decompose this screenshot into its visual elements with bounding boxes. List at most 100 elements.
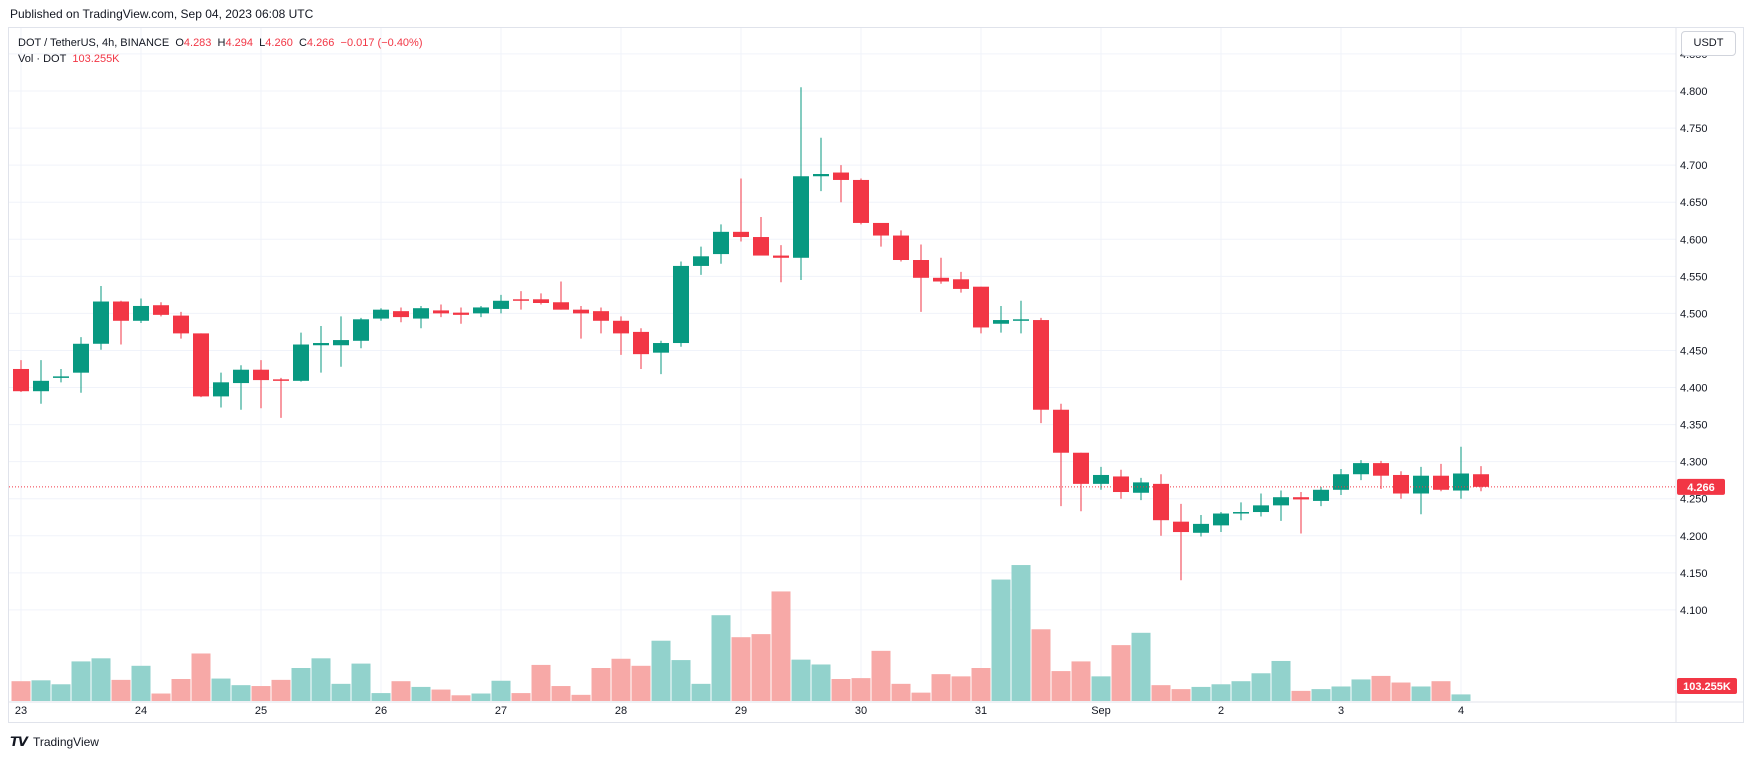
candle-body [413, 308, 429, 319]
x-tick-label: 3 [1338, 705, 1344, 717]
candle-body [1353, 463, 1369, 475]
legend-high-label: H [217, 37, 226, 49]
candle-body [33, 380, 49, 392]
volume-bar [451, 695, 471, 701]
volume-bar [91, 658, 111, 701]
volume-bar [711, 615, 731, 701]
volume-bar [71, 661, 91, 701]
volume-bar [1111, 645, 1131, 701]
volume-bar [291, 668, 311, 701]
volume-bar [1291, 690, 1311, 701]
y-tick-label: 4.500 [1680, 308, 1708, 320]
candle-body [1373, 463, 1389, 476]
candle-body [1013, 319, 1029, 321]
volume-bar [1191, 686, 1211, 701]
last-price-badge [1677, 478, 1725, 495]
volume-bar [771, 591, 791, 701]
legend-high-value: 4.294 [225, 37, 254, 49]
candle-body [493, 300, 509, 309]
y-tick-label: 4.250 [1680, 494, 1708, 506]
candle-body [913, 260, 929, 278]
candle-body [393, 311, 409, 318]
x-tick-label: 28 [615, 705, 627, 717]
y-tick-label: 4.300 [1680, 457, 1708, 469]
currency-button[interactable]: USDT [1681, 31, 1736, 56]
candle-body [893, 235, 909, 261]
volume-bar [1251, 673, 1271, 701]
candle-body [533, 299, 549, 303]
candle-body [773, 255, 789, 258]
volume-bar [151, 693, 171, 701]
candle-body [1333, 474, 1349, 490]
volume-bar [171, 679, 191, 701]
volume-bar [391, 681, 411, 701]
volume-bar [671, 660, 691, 701]
candle-body [13, 368, 29, 392]
volume-bar [1071, 661, 1091, 701]
chart-frame [8, 27, 1744, 723]
legend-close-label: C [298, 37, 307, 49]
candle-body [1133, 482, 1149, 493]
volume-bar [1031, 629, 1051, 701]
volume-bar [211, 678, 231, 701]
candle-body [153, 305, 169, 315]
y-tick-label: 4.550 [1680, 271, 1708, 283]
volume-bar [51, 684, 71, 701]
candle-body [633, 331, 649, 355]
candle-body [513, 299, 529, 301]
tradingview-brand[interactable]: 𝙏𝙑 TradingView [10, 734, 99, 750]
volume-bar [331, 683, 351, 701]
x-tick-label: 30 [855, 705, 867, 717]
x-tick-label: 29 [735, 705, 747, 717]
last-volume-label: 103.255K [1683, 681, 1731, 693]
x-tick-label: 2 [1218, 705, 1224, 717]
volume-bar [1011, 565, 1031, 701]
volume-bar [511, 693, 531, 701]
legend-open-value: 4.283 [183, 37, 212, 49]
candle-body [853, 179, 869, 223]
volume-bar [691, 683, 711, 701]
candle-body [1193, 523, 1209, 533]
volume-bar [1211, 684, 1231, 701]
volume-bar [1451, 694, 1471, 701]
y-tick-label: 4.450 [1680, 345, 1708, 357]
candle-body [333, 340, 349, 346]
volume-bar [731, 637, 751, 701]
candle-body [733, 231, 749, 238]
volume-bar [591, 668, 611, 701]
volume-bar [571, 694, 591, 701]
candle-body [93, 301, 109, 344]
legend-symbol[interactable]: DOT / TetherUS, 4h, BINANCE [18, 37, 170, 49]
volume-bar [1231, 681, 1251, 701]
published-caption: Published on TradingView.com, Sep 04, 20… [10, 7, 314, 21]
candle-body [653, 343, 669, 353]
candle-body [473, 307, 489, 314]
candle-body [213, 382, 229, 397]
volume-bar [811, 664, 831, 701]
candle-body [433, 310, 449, 314]
candle-body [793, 176, 809, 258]
volume-bar [1311, 689, 1331, 701]
candle-body [133, 305, 149, 321]
volume-bar [991, 579, 1011, 701]
last-volume-badge [1677, 678, 1737, 694]
candle-body [313, 343, 329, 346]
volume-bar [611, 658, 631, 701]
legend-volume-label[interactable]: Vol · DOT [18, 53, 67, 65]
volume-bar [1091, 676, 1111, 701]
candle-body [293, 344, 309, 381]
volume-bar [791, 659, 811, 701]
volume-bar [1131, 632, 1151, 701]
legend-price-row: DOT / TetherUS, 4h, BINANCE O4.283 H4.29… [18, 35, 423, 51]
volume-bar [251, 686, 271, 701]
candle-body [1313, 489, 1329, 501]
candle-body [1073, 452, 1089, 484]
volume-bar [1151, 685, 1171, 701]
candle-body [553, 302, 569, 310]
volume-bar [1431, 681, 1451, 701]
brand-label: TradingView [32, 735, 99, 749]
x-tick-label: 26 [375, 705, 387, 717]
candle-body [173, 315, 189, 334]
volume-bar [911, 692, 931, 701]
